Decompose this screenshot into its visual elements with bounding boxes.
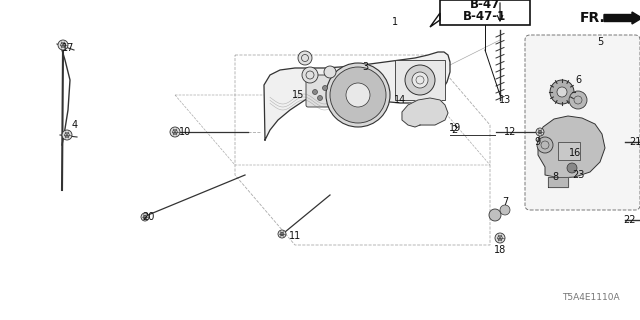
Text: 3: 3 [362, 62, 368, 72]
Circle shape [62, 130, 72, 140]
Circle shape [550, 80, 574, 104]
Circle shape [278, 230, 286, 238]
Text: 22: 22 [624, 215, 636, 225]
Text: 7: 7 [502, 197, 508, 207]
Text: T5A4E1110A: T5A4E1110A [563, 293, 620, 302]
Text: 2: 2 [451, 125, 457, 135]
Bar [558, 142, 580, 160]
Text: B-47-1: B-47-1 [463, 11, 507, 23]
Circle shape [298, 51, 312, 65]
Text: B-47: B-47 [470, 0, 500, 12]
Text: 14: 14 [394, 95, 406, 105]
Text: 19: 19 [449, 123, 461, 133]
Circle shape [412, 72, 428, 88]
Circle shape [536, 128, 544, 136]
Text: 15: 15 [292, 90, 304, 100]
Circle shape [323, 85, 328, 91]
Circle shape [330, 67, 386, 123]
Text: FR.: FR. [580, 11, 605, 25]
Bar [440, 0, 530, 25]
FancyArrow shape [604, 12, 640, 24]
Circle shape [495, 233, 505, 243]
Text: 10: 10 [179, 127, 191, 137]
Polygon shape [548, 177, 568, 187]
Circle shape [324, 66, 336, 78]
Text: 5: 5 [597, 37, 603, 47]
Text: 17: 17 [62, 43, 74, 53]
Circle shape [567, 163, 577, 173]
Text: 16: 16 [569, 148, 581, 158]
Circle shape [569, 91, 587, 109]
Circle shape [537, 137, 553, 153]
Text: 12: 12 [504, 127, 516, 137]
Polygon shape [402, 98, 448, 127]
Text: 9: 9 [534, 137, 540, 147]
Circle shape [312, 90, 317, 94]
Circle shape [141, 213, 149, 221]
Circle shape [317, 95, 323, 100]
Polygon shape [395, 60, 445, 100]
Text: 8: 8 [552, 172, 558, 182]
Text: 20: 20 [142, 212, 154, 222]
Text: 6: 6 [575, 75, 581, 85]
Polygon shape [538, 116, 605, 178]
Text: 11: 11 [289, 231, 301, 241]
Polygon shape [264, 52, 450, 140]
Circle shape [58, 40, 68, 50]
Circle shape [557, 87, 567, 97]
Text: 23: 23 [572, 170, 584, 180]
Text: 21: 21 [629, 137, 640, 147]
Circle shape [302, 67, 318, 83]
Text: 4: 4 [72, 120, 78, 130]
Circle shape [326, 63, 390, 127]
Text: 18: 18 [494, 245, 506, 255]
Circle shape [170, 127, 180, 137]
Circle shape [500, 205, 510, 215]
FancyBboxPatch shape [306, 75, 345, 107]
FancyBboxPatch shape [525, 35, 640, 210]
Circle shape [489, 209, 501, 221]
Text: 1: 1 [392, 17, 398, 27]
Text: 13: 13 [499, 95, 511, 105]
Circle shape [346, 83, 370, 107]
Circle shape [405, 65, 435, 95]
